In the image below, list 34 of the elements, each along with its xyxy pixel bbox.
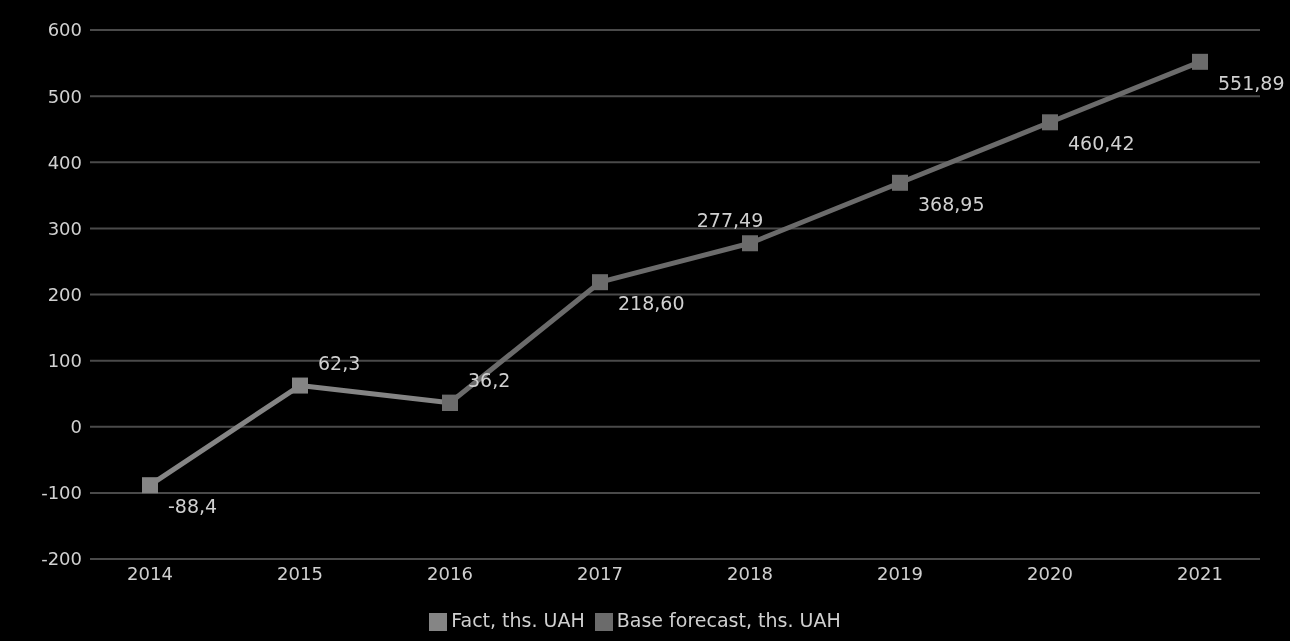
data-label: 62,3 — [318, 351, 361, 374]
y-tick-label: 400 — [47, 151, 82, 173]
point — [142, 477, 158, 494]
x-tick-label: 2017 — [577, 562, 623, 584]
data-label: 460,42 — [1068, 132, 1135, 155]
y-tick-label: 0 — [70, 416, 82, 438]
point — [742, 235, 758, 252]
y-tick-label: 500 — [47, 85, 82, 107]
y-tick-label: -200 — [41, 548, 82, 570]
point — [1042, 114, 1058, 131]
legend-label: Base forecast, ths. UAH — [616, 609, 841, 631]
y-tick-label: 300 — [47, 217, 82, 239]
point — [892, 174, 908, 191]
legend-label: Fact, ths. UAH — [451, 609, 585, 631]
x-tick-label: 2014 — [127, 562, 173, 584]
x-tick-label: 2019 — [877, 562, 923, 584]
x-tick-label: 2015 — [277, 562, 323, 584]
y-tick-label: 200 — [47, 283, 82, 305]
point — [592, 274, 608, 291]
data-label: 368,95 — [918, 192, 985, 215]
data-label: 218,60 — [618, 292, 685, 315]
data-label: 277,49 — [696, 209, 764, 232]
data-label: 551,89 — [1218, 71, 1285, 94]
point — [1192, 53, 1208, 70]
y-tick-label: -100 — [41, 482, 82, 504]
x-tick-label: 2021 — [1177, 562, 1223, 584]
x-tick-label: 2018 — [727, 562, 773, 584]
x-tick-label: 2020 — [1027, 562, 1073, 584]
y-tick-label: 100 — [47, 350, 82, 372]
data-label: 36,2 — [468, 368, 511, 391]
point — [292, 377, 308, 394]
x-tick-label: 2016 — [427, 562, 473, 584]
y-tick-label: 600 — [47, 19, 82, 41]
data-label: -88,4 — [168, 495, 218, 518]
